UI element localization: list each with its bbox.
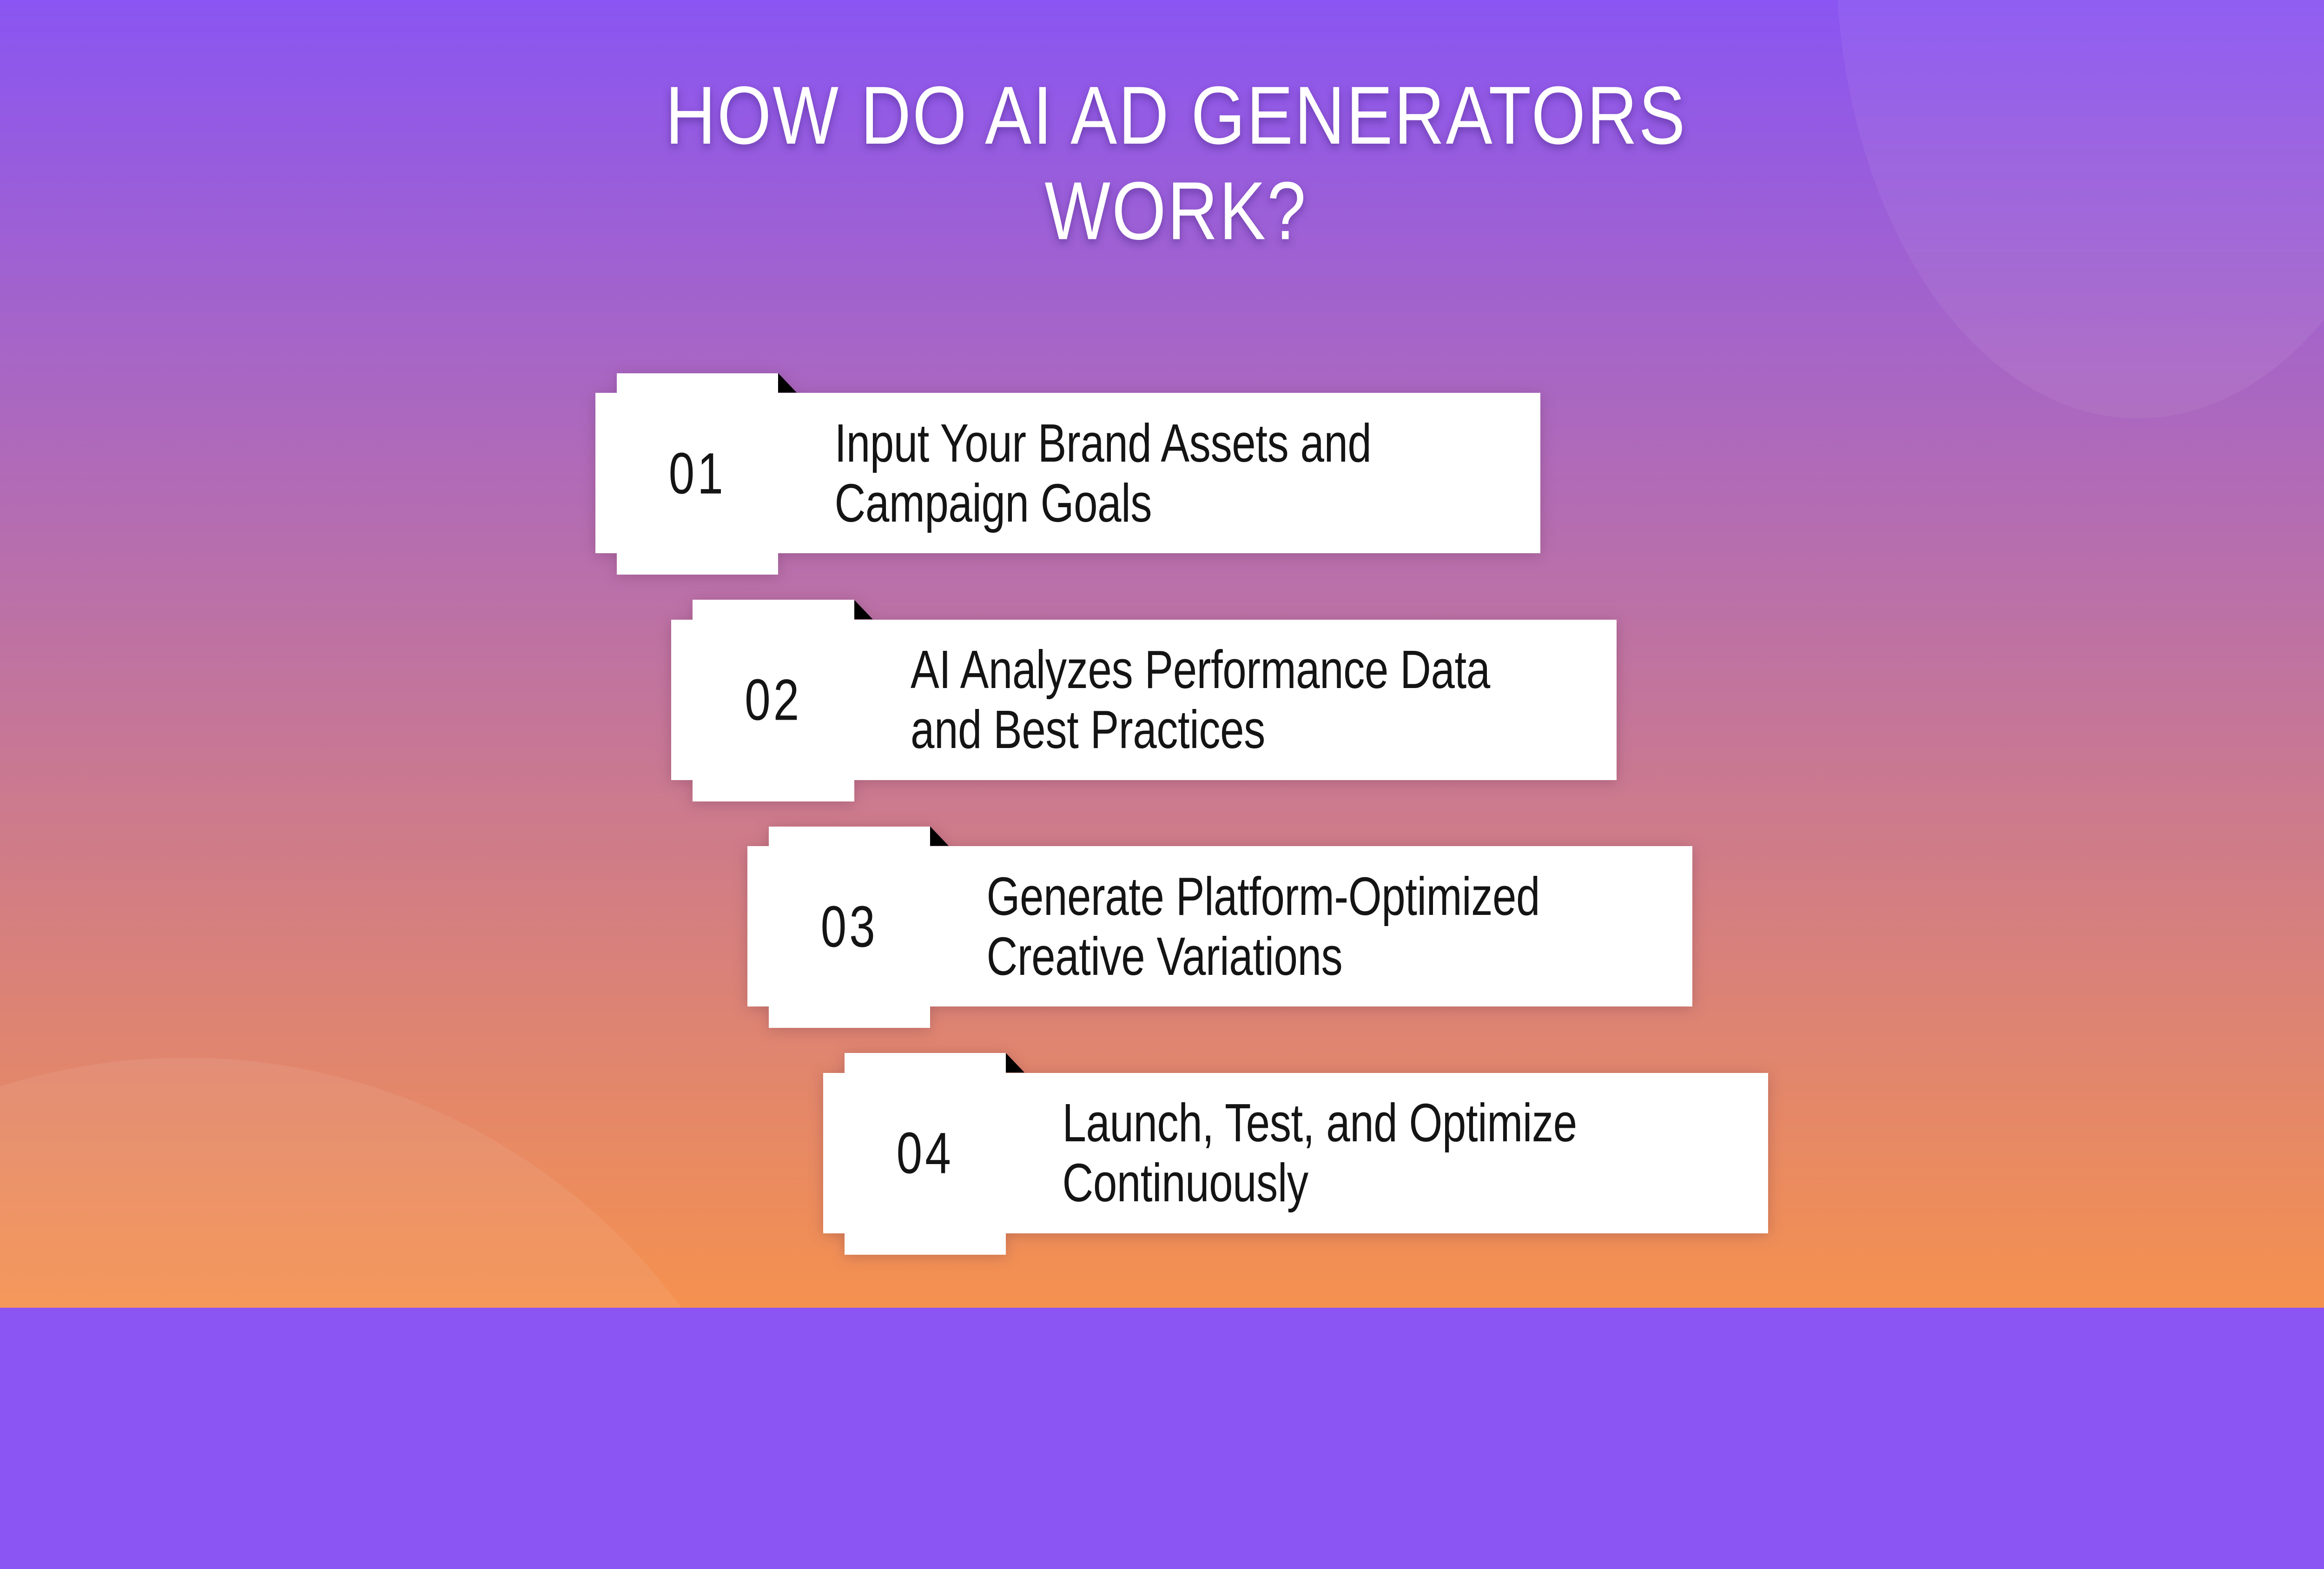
step-description: Launch, Test, and Optimize Continuously [1062, 1092, 1578, 1213]
step-number: 02 [745, 668, 802, 733]
step-number-card: 01 [616, 373, 778, 575]
step-description-line-2: Campaign Goals [834, 472, 1152, 533]
corner-fold-icon [930, 826, 949, 846]
step-description: Generate Platform-Optimized Creative Var… [987, 867, 1540, 986]
infographic-canvas: HOW DO AI AD GENERATORS WORK? Input Your… [0, 0, 2324, 1308]
step-description: Input Your Brand Assets and Campaign Goa… [835, 413, 1372, 533]
corner-fold-icon [1006, 1053, 1024, 1072]
step-description-line-1: AI Analyzes Performance Data [911, 639, 1490, 700]
corner-fold-icon [854, 600, 873, 619]
step-description-line-1: Generate Platform-Optimized [986, 866, 1540, 927]
step-description-line-1: Launch, Test, and Optimize [1062, 1092, 1578, 1153]
corner-fold-icon [778, 373, 797, 393]
step-number-card: 02 [693, 600, 854, 801]
page-title-line-2: WORK? [1044, 164, 1307, 257]
steps-list: Input Your Brand Assets and Campaign Goa… [595, 373, 1768, 1255]
step-number-card: 04 [844, 1053, 1006, 1255]
step-number: 04 [896, 1121, 954, 1186]
step-description-line-2: Continuously [1062, 1152, 1309, 1213]
step-description-line-2: and Best Practices [911, 699, 1265, 760]
step-description-line-1: Input Your Brand Assets and [834, 412, 1372, 473]
page-title-line-1: HOW DO AI AD GENERATORS [665, 69, 1687, 161]
page-title: HOW DO AI AD GENERATORS WORK? [665, 67, 1686, 258]
step-description-line-2: Creative Variations [986, 926, 1343, 986]
step-number-card: 03 [768, 826, 930, 1028]
step-number: 03 [820, 894, 878, 960]
step-number: 01 [668, 441, 726, 506]
step-description: AI Analyzes Performance Data and Best Pr… [911, 640, 1490, 760]
